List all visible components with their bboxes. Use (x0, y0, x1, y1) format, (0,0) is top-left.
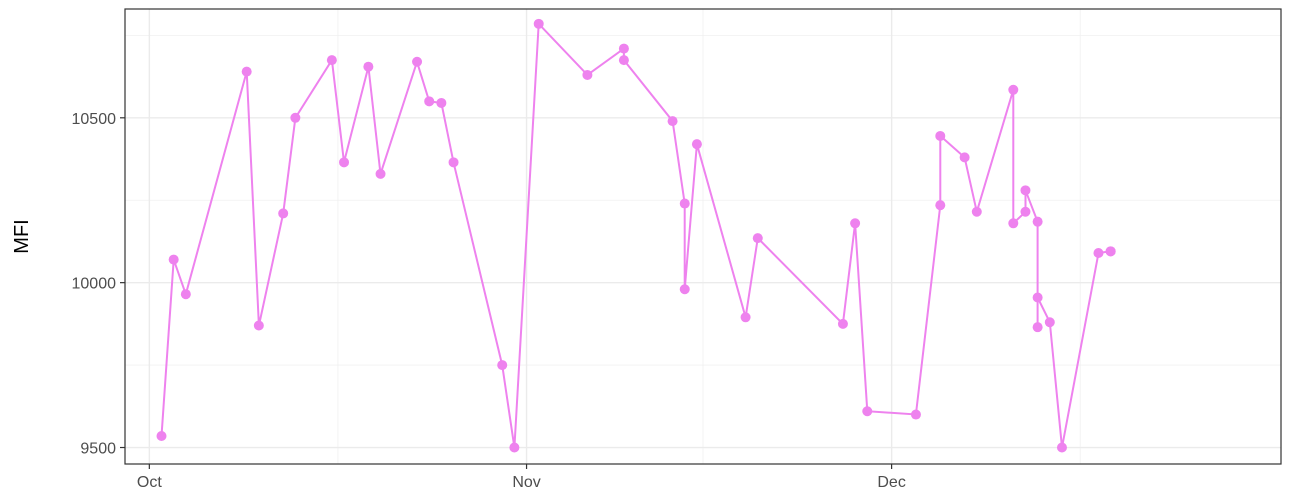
data-point (339, 157, 350, 168)
y-tick-label: 10000 (72, 276, 117, 293)
y-axis-title: MFI (11, 219, 33, 253)
data-point (1008, 84, 1019, 95)
data-point (241, 66, 252, 77)
data-point (679, 284, 690, 295)
data-point (278, 208, 289, 219)
data-point (679, 198, 690, 209)
data-point (497, 360, 508, 371)
data-point (582, 69, 593, 80)
grid (125, 9, 1281, 464)
data-point (1032, 322, 1043, 333)
data-point (691, 139, 702, 150)
data-point (253, 320, 264, 331)
data-point (326, 55, 337, 66)
data-point (850, 218, 861, 229)
data-point (168, 254, 179, 265)
data-point (180, 289, 191, 300)
data-point (1020, 185, 1031, 196)
data-point (935, 200, 946, 211)
data-point (436, 97, 447, 108)
x-tick-label: Nov (512, 474, 540, 491)
axis-ticks: 9500 10000 10500 Oct Nov Dec (72, 111, 906, 491)
data-point (910, 409, 921, 420)
data-point (1032, 216, 1043, 227)
data-point (862, 406, 873, 417)
data-point (618, 55, 629, 66)
y-tick-label: 10500 (72, 111, 117, 128)
data-point (424, 96, 435, 107)
data-point (667, 116, 678, 127)
data-point (1044, 317, 1055, 328)
data-point (935, 130, 946, 141)
data-point (1056, 442, 1067, 453)
data-point (1105, 246, 1116, 257)
data-point (971, 206, 982, 217)
data-point (375, 168, 386, 179)
data-point (412, 56, 423, 67)
data-point (837, 318, 848, 329)
series-line (160, 21, 1111, 448)
data-point (363, 61, 374, 72)
y-tick-label: 9500 (80, 441, 116, 458)
data-point (1093, 247, 1104, 258)
data-point (1008, 218, 1019, 229)
data-point (533, 18, 544, 29)
data-point (509, 442, 520, 453)
series-layer (156, 18, 1116, 453)
data-point (1020, 206, 1031, 217)
x-tick-label: Oct (137, 474, 162, 491)
data-point (156, 430, 167, 441)
data-point (448, 157, 459, 168)
data-point (618, 43, 629, 54)
data-point (959, 152, 970, 163)
data-point (290, 112, 301, 123)
panel-border (124, 8, 1282, 465)
data-point (1032, 292, 1043, 303)
data-point (752, 233, 763, 244)
data-point (740, 312, 751, 323)
x-tick-label: Dec (877, 474, 905, 491)
